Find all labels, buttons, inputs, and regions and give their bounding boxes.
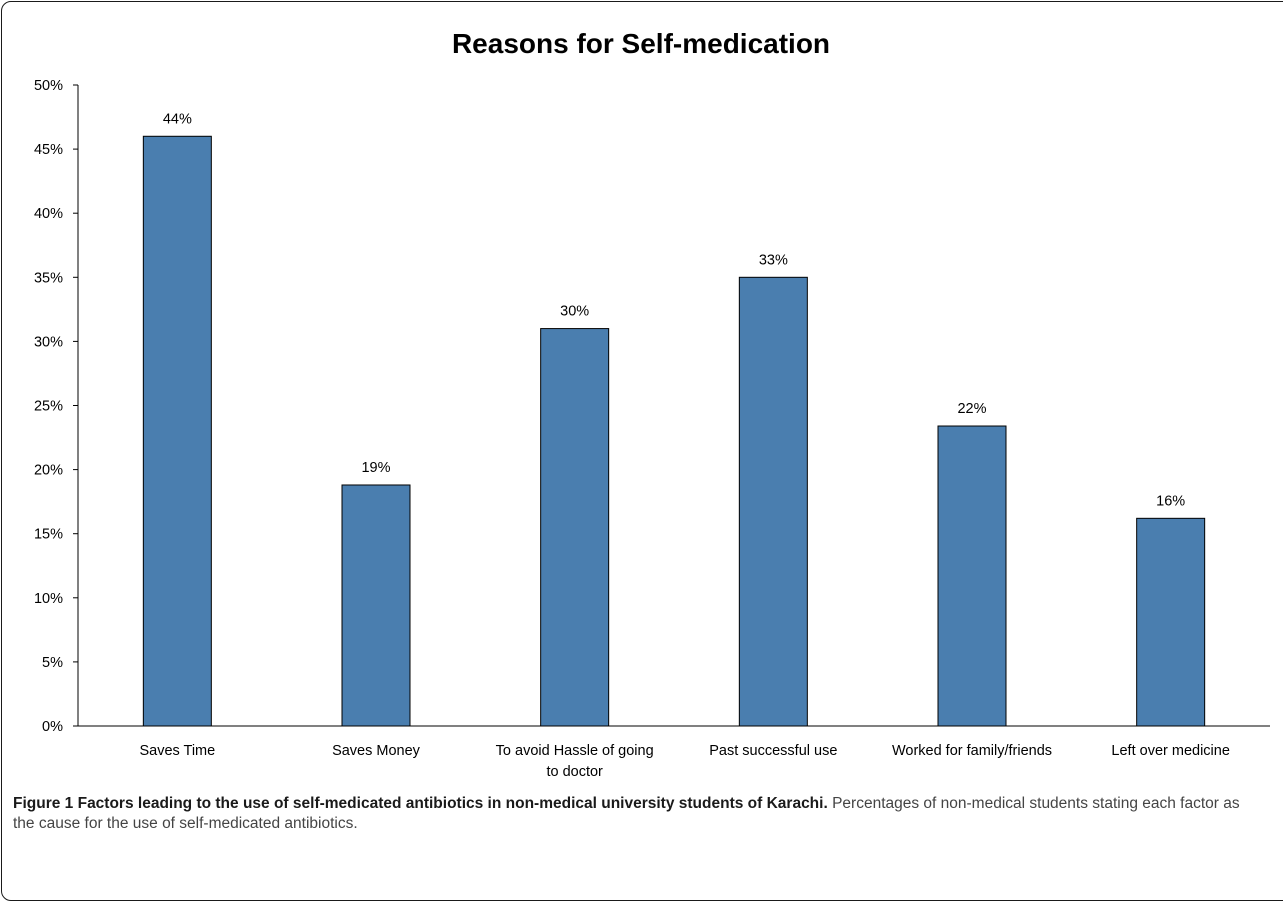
bar-chart: Reasons for Self-medication 0% 5% 10% 15% 20… — [34, 28, 1270, 780]
y-tick-label: 15% — [34, 527, 63, 543]
x-tick-label: Saves Time — [139, 743, 215, 759]
y-tick-label: 5% — [42, 655, 63, 671]
data-label: 19% — [361, 460, 390, 476]
data-label: 30% — [560, 304, 589, 320]
bar — [937, 425, 1007, 727]
y-tick-label: 10% — [34, 591, 63, 607]
caption-text: Percentages of non-medical students stat… — [13, 795, 1240, 832]
bar — [341, 484, 411, 727]
y-tick-label: 30% — [34, 334, 63, 350]
chart-title: Reasons for Self-medication — [452, 28, 830, 59]
x-tick-label: Saves Money — [332, 743, 421, 759]
bar — [142, 135, 212, 727]
x-tick-label: To avoid Hassle of going to doctor — [496, 743, 654, 780]
x-tick-label: Left over medicine — [1111, 743, 1229, 759]
y-tick-label: 25% — [34, 399, 63, 415]
bars — [142, 135, 1206, 727]
y-tick-label: 0% — [42, 719, 63, 735]
y-tick-label: 35% — [34, 270, 63, 286]
data-label: 44% — [163, 111, 192, 127]
data-labels: 44% 19% 30% 33% 22% 16% — [163, 111, 1185, 509]
figure-caption: Figure 1 Factors leading to the use of s… — [13, 794, 1263, 834]
x-axis: Saves Time Saves Money To avoid Hassle of … — [78, 725, 1270, 780]
caption-title: Figure 1 Factors leading to the use of s… — [13, 795, 828, 812]
y-tick-label: 50% — [34, 78, 63, 94]
bar — [1136, 517, 1206, 727]
data-label: 22% — [957, 401, 986, 417]
y-axis: 0% 5% 10% 15% 20% 25% 30% 35% 40% 45% 50% — [34, 78, 79, 735]
y-tick-label: 45% — [34, 142, 63, 158]
bar — [540, 328, 610, 727]
bar — [738, 276, 808, 727]
data-label: 33% — [759, 252, 788, 268]
y-tick-label: 20% — [34, 463, 63, 479]
y-tick-label: 40% — [34, 206, 63, 222]
x-tick-label: Worked for family/friends — [892, 743, 1052, 759]
x-tick-label: Past successful use — [709, 743, 837, 759]
data-label: 16% — [1156, 493, 1185, 509]
